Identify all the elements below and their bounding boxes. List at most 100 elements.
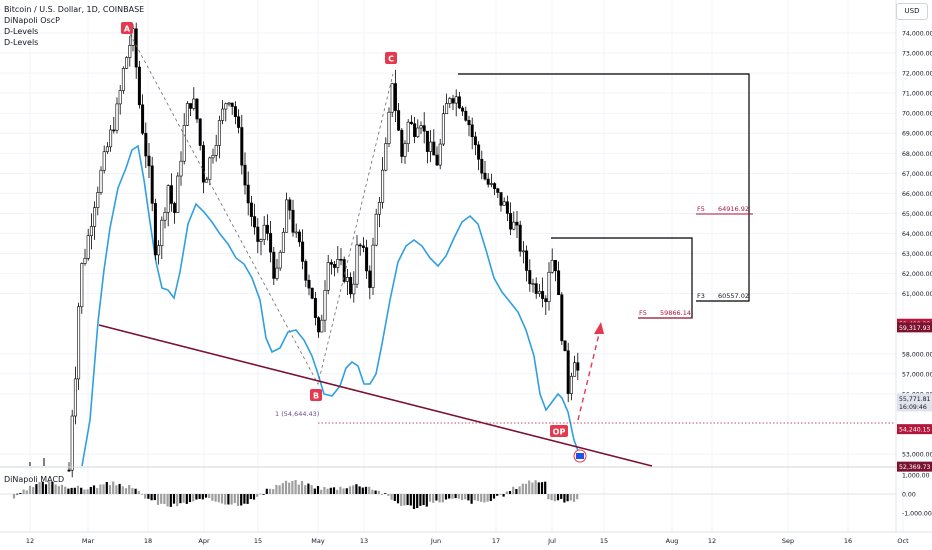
macd-bar: [163, 494, 166, 505]
macd-bar: [240, 494, 243, 506]
time-tick-label: 17: [492, 537, 500, 545]
candle-body: [153, 203, 157, 256]
candle: [192, 87, 196, 111]
macd-bar: [355, 484, 358, 494]
candle-body: [301, 241, 305, 262]
macd-bar: [169, 494, 172, 507]
candle: [195, 98, 199, 123]
macd-bar: [156, 494, 160, 505]
indicator-dinapoli-oscp[interactable]: DiNapoli OscP: [4, 16, 60, 25]
candle: [118, 84, 122, 115]
macd-bar: [512, 486, 515, 494]
macd-bar: [227, 494, 230, 505]
macd-bar: [342, 488, 345, 494]
price-tick-label: 73,000.00: [902, 51, 932, 58]
candle-body: [477, 144, 481, 160]
macd-bar: [288, 482, 291, 494]
candle-body: [323, 290, 327, 321]
macd-bar: [403, 494, 406, 506]
macd-bar: [348, 486, 352, 494]
candle: [441, 105, 445, 147]
candle-body: [313, 298, 317, 318]
candle: [435, 146, 439, 166]
time-tick-label: 15: [600, 537, 608, 545]
time-tick-label: 18: [144, 537, 152, 545]
candle-body: [272, 251, 276, 279]
point-label-b[interactable]: B: [310, 389, 322, 401]
macd-bar: [160, 494, 163, 504]
candle-body: [317, 317, 321, 333]
macd-bar: [224, 494, 227, 505]
candle-body: [413, 123, 417, 137]
price-tick-label: 62,000.00: [902, 271, 932, 278]
candle-body: [566, 350, 570, 394]
candle: [400, 128, 404, 164]
indicator-d-levels-1[interactable]: D-Levels: [4, 27, 39, 36]
candle-body: [163, 211, 167, 221]
candle: [365, 239, 369, 279]
drawings-layer[interactable]: 1 (54,644.43) F5 64916.92 F5 59866.14 F3 60557…: [98, 22, 896, 467]
macd-bar: [400, 494, 403, 506]
indicator-d-levels-2[interactable]: D-Levels: [4, 38, 39, 47]
candle-body: [518, 224, 522, 252]
point-label-a[interactable]: A: [121, 22, 133, 34]
time-tick-label: 16: [844, 537, 852, 545]
point-label-op[interactable]: OP: [550, 425, 568, 437]
point-label-c[interactable]: C: [385, 52, 397, 64]
candle: [358, 243, 362, 256]
macd-bar: [182, 494, 185, 503]
macd-bar: [524, 483, 528, 494]
macd-tick-label: 0.00: [902, 492, 916, 499]
candle: [547, 262, 551, 311]
macd-bar: [243, 494, 246, 504]
macd-bar: [188, 494, 192, 503]
macd-bar: [89, 486, 92, 494]
candle-body: [201, 145, 205, 183]
macd-bar: [316, 485, 320, 494]
candle: [512, 211, 516, 231]
macd-bar: [92, 485, 96, 494]
candlestick-series[interactable]: [29, 22, 580, 478]
time-tick-label: Aug: [666, 537, 679, 545]
macd-bar: [12, 494, 16, 499]
candle-body: [397, 110, 401, 131]
candle-body: [93, 207, 97, 227]
candle: [505, 195, 509, 222]
candle: [227, 102, 231, 107]
candle-body: [281, 231, 285, 253]
candle-body: [374, 213, 378, 246]
flag-icon: [573, 449, 587, 463]
candle-body: [205, 179, 209, 183]
macd-bar: [28, 485, 32, 494]
level-label: 1 (54,644.43): [275, 410, 319, 418]
candle: [560, 292, 564, 345]
macd-bar: [467, 494, 470, 501]
price-tick-label: 67,000.00: [902, 171, 932, 178]
macd-bar: [201, 494, 204, 500]
candle: [73, 366, 77, 425]
macd-bar: [377, 490, 380, 494]
currency-button[interactable]: USD: [896, 3, 928, 20]
candle: [502, 197, 506, 206]
candle-body: [502, 201, 506, 206]
candle: [189, 103, 193, 116]
candle: [518, 220, 522, 257]
candle-body: [387, 111, 391, 144]
candle-body: [233, 106, 237, 117]
macd-bar: [556, 494, 560, 501]
candle-body: [182, 125, 186, 162]
candle-body: [409, 121, 413, 125]
candle-body: [189, 103, 193, 109]
target-box-large: [458, 73, 750, 302]
candle: [285, 192, 289, 233]
macd-bar: [534, 480, 537, 494]
candle-body: [537, 291, 541, 294]
candle-body: [211, 155, 215, 159]
symbol-title[interactable]: Bitcoin / U.S. Dollar, 1D, COINBASE: [4, 5, 145, 14]
macd-bar: [419, 494, 422, 506]
candle: [461, 105, 465, 116]
price-tick-label: 63,000.00: [902, 251, 932, 258]
candle: [217, 115, 221, 159]
macd-bar: [454, 494, 457, 499]
